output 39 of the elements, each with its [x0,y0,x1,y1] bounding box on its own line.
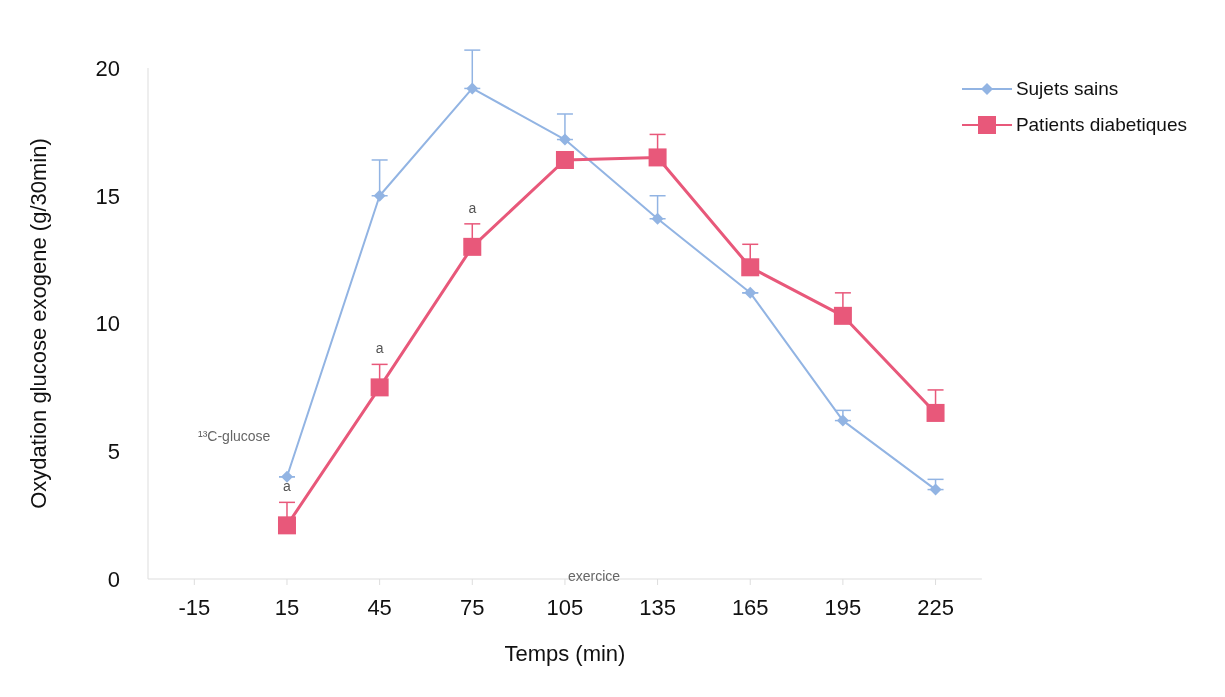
point [466,82,479,95]
point [558,133,571,146]
point [648,148,667,167]
y-tick-label: 15 [95,183,120,209]
y-tick-label: 10 [95,311,120,337]
annotation: ¹³C-glucose [198,428,271,444]
legend-label: Sujets sains [1015,78,1119,100]
point [373,189,386,202]
x-tick-label: 45 [367,594,392,620]
x-tick-label: 105 [546,594,584,620]
point [744,286,757,299]
point [836,414,849,427]
y-tick-label: 20 [95,55,120,81]
x-tick-label: 75 [460,594,485,620]
annotation: a [283,478,292,495]
legend-label: Patients diabetiques [1015,114,1187,136]
point [929,483,942,496]
annotation: exercice [568,568,621,584]
x-tick-label: -15 [178,594,211,620]
x-tick-label: 195 [824,594,862,620]
x-tick-label: 165 [731,594,769,620]
annotation: a [375,340,384,357]
x-tick-label: 225 [917,594,954,620]
annotation: a [468,199,477,216]
point [651,212,664,225]
y-tick-label: 0 [107,566,120,592]
point [555,150,574,169]
point [741,258,760,277]
x-tick-label: 135 [639,594,676,620]
point [280,470,293,483]
point [463,237,482,256]
point [833,306,852,325]
y-axis-title: Oxydation glucose exogene (g/30min) [25,138,51,509]
point [926,403,945,422]
x-axis-title: Temps (min) [504,641,626,666]
y-tick-label: 5 [107,439,120,465]
point [277,516,296,535]
x-tick-label: 15 [274,594,300,620]
point [370,378,389,397]
